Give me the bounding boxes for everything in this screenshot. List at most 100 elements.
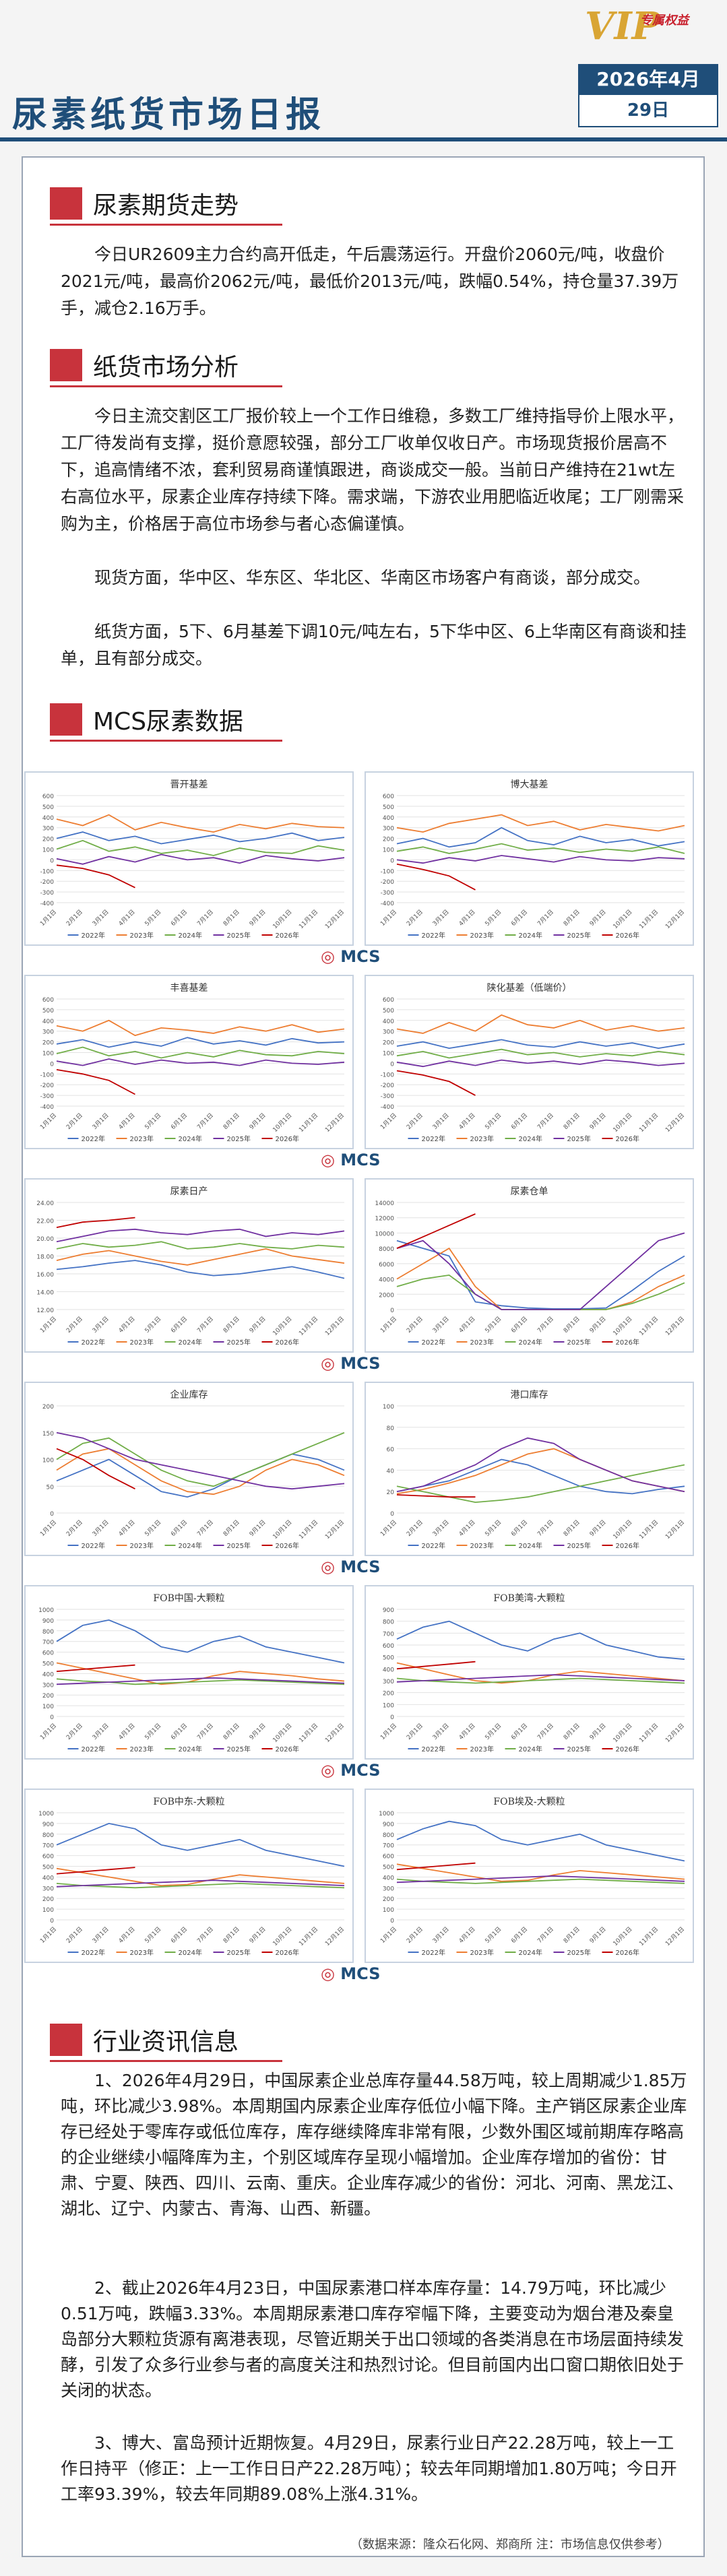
y-tick-label: 300 [383,1029,394,1036]
legend-label: 2025年 [567,1338,591,1347]
section-title: 尿素期货走势 [93,192,239,220]
y-tick-label: 500 [383,1865,394,1871]
x-tick-label: 9月1日 [248,1112,267,1131]
x-tick-label: 4月1日 [117,908,137,928]
legend-label: 2023年 [130,1948,154,1957]
x-tick-label: 11月1日 [638,1925,660,1947]
mcs-logo: ◎ MCS [321,1354,381,1373]
y-tick-label: 18.00 [36,1254,54,1261]
x-tick-label: 12月1日 [323,1112,346,1134]
y-tick-label: 8000 [379,1246,394,1253]
series-line-2026年 [56,1069,135,1095]
y-tick-label: 100 [383,1907,394,1914]
paper-paragraph-3: 纸货方面，5下、6月基差下调10元/吨左右，5下华中区、6上华南区有商谈和挂单，… [61,622,687,668]
series-line-2023年 [396,814,685,833]
series-line-2024年 [396,1464,685,1504]
series-line-2026年 [56,1664,135,1673]
legend-label: 2023年 [470,1541,494,1550]
series-line-2022年 [396,1039,685,1050]
series-line-2026年 [396,1070,476,1096]
x-tick-label: 7月1日 [536,908,555,928]
section-underline [50,740,282,742]
legend-label: 2025年 [567,1745,591,1753]
legend-label: 2026年 [616,1134,639,1143]
legend-label: 2024年 [179,1134,202,1143]
x-tick-label: 1月1日 [39,1315,59,1334]
x-tick-label: 12月1日 [664,1315,686,1337]
legend-label: 2022年 [422,1541,445,1550]
legend-label: 2022年 [82,1338,105,1347]
y-tick-label: 900 [383,1607,394,1614]
section-underline [50,385,282,387]
y-tick-label: 600 [383,1643,394,1650]
x-tick-label: 10月1日 [612,1315,634,1337]
series-line-2025年 [396,1875,685,1883]
x-tick-label: 12月1日 [664,1722,686,1744]
y-tick-label: -400 [381,901,395,907]
series-line-2025年 [56,1879,345,1888]
y-tick-label: -100 [381,1072,395,1078]
chart-svg: FOB中国-大颗粒1000900800700600500400300200100… [38,1593,346,1753]
x-tick-label: 11月1日 [638,1722,660,1744]
x-tick-label: 7月1日 [195,908,215,928]
legend-label: 2026年 [616,1338,639,1347]
x-tick-label: 4月1日 [457,1315,477,1334]
y-tick-label: 0 [390,1714,394,1721]
x-tick-label: 5月1日 [484,908,503,928]
x-tick-label: 8月1日 [562,1722,581,1741]
y-tick-label: 1000 [379,1811,394,1817]
legend-label: 2025年 [227,1948,251,1957]
x-tick-label: 3月1日 [431,1315,451,1334]
x-tick-label: 7月1日 [195,1112,215,1131]
x-tick-label: 6月1日 [170,1112,189,1131]
x-tick-label: 7月1日 [195,1722,215,1741]
x-tick-label: 4月1日 [117,1925,137,1945]
x-tick-label: 6月1日 [170,1315,189,1334]
y-tick-label: 700 [42,1843,54,1850]
y-tick-label: 600 [383,1854,394,1861]
y-tick-label: 100 [42,1704,54,1710]
x-tick-label: 8月1日 [562,1315,581,1334]
y-tick-label: -200 [381,1083,395,1089]
series-line-2022年 [396,1458,685,1495]
x-tick-label: 6月1日 [170,908,189,928]
y-tick-label: 600 [42,1854,54,1861]
chart-12: FOB埃及-大颗粒 1000 900 800 700 600 500 400 300 200 100… [365,1789,694,1963]
y-tick-label: 24.00 [36,1200,54,1207]
chart-title: 尿素日产 [170,1186,208,1197]
x-tick-label: 5月1日 [484,1518,503,1538]
series-line-2026年 [56,1217,135,1228]
chart-title: 港口库存 [511,1390,548,1400]
x-tick-label: 7月1日 [195,1925,215,1945]
y-tick-label: 400 [383,1875,394,1881]
series-line-2022年 [56,1619,345,1664]
chart-11: FOB中东-大颗粒 1000 900 800 700 600 500 400 300 200 100… [24,1789,354,1963]
y-tick-label: 200 [383,1896,394,1903]
series-line-2022年 [396,1239,685,1310]
legend-label: 2022年 [422,1948,445,1957]
x-tick-label: 11月1日 [298,1112,320,1134]
x-tick-label: 7月1日 [536,1315,555,1334]
legend-label: 2023年 [130,1338,154,1347]
x-tick-label: 1月1日 [39,1112,59,1131]
date-box: 2026年4月 29日 [578,64,718,127]
x-tick-label: 3月1日 [431,908,451,928]
y-tick-label: 14000 [375,1200,394,1207]
series-line-2026年 [396,1494,476,1498]
x-tick-label: 4月1日 [117,1722,137,1741]
legend-label: 2022年 [422,1338,445,1347]
y-tick-label: 400 [42,815,54,822]
x-tick-label: 11月1日 [298,1925,320,1947]
series-line-2023年 [56,814,345,833]
x-tick-label: 12月1日 [664,1925,686,1947]
legend-label: 2023年 [470,1745,494,1753]
chart-title: FOB埃及-大颗粒 [493,1797,565,1807]
x-tick-label: 10月1日 [612,1112,634,1134]
x-tick-label: 2月1日 [65,1722,84,1741]
y-tick-label: 150 [42,1431,54,1438]
section-underline [50,2060,282,2062]
chart-svg: 晋开基差6005004003002001000-100-200-300-4001… [39,779,346,940]
y-tick-label: 14.00 [36,1290,54,1297]
x-tick-label: 11月1日 [638,1112,660,1134]
